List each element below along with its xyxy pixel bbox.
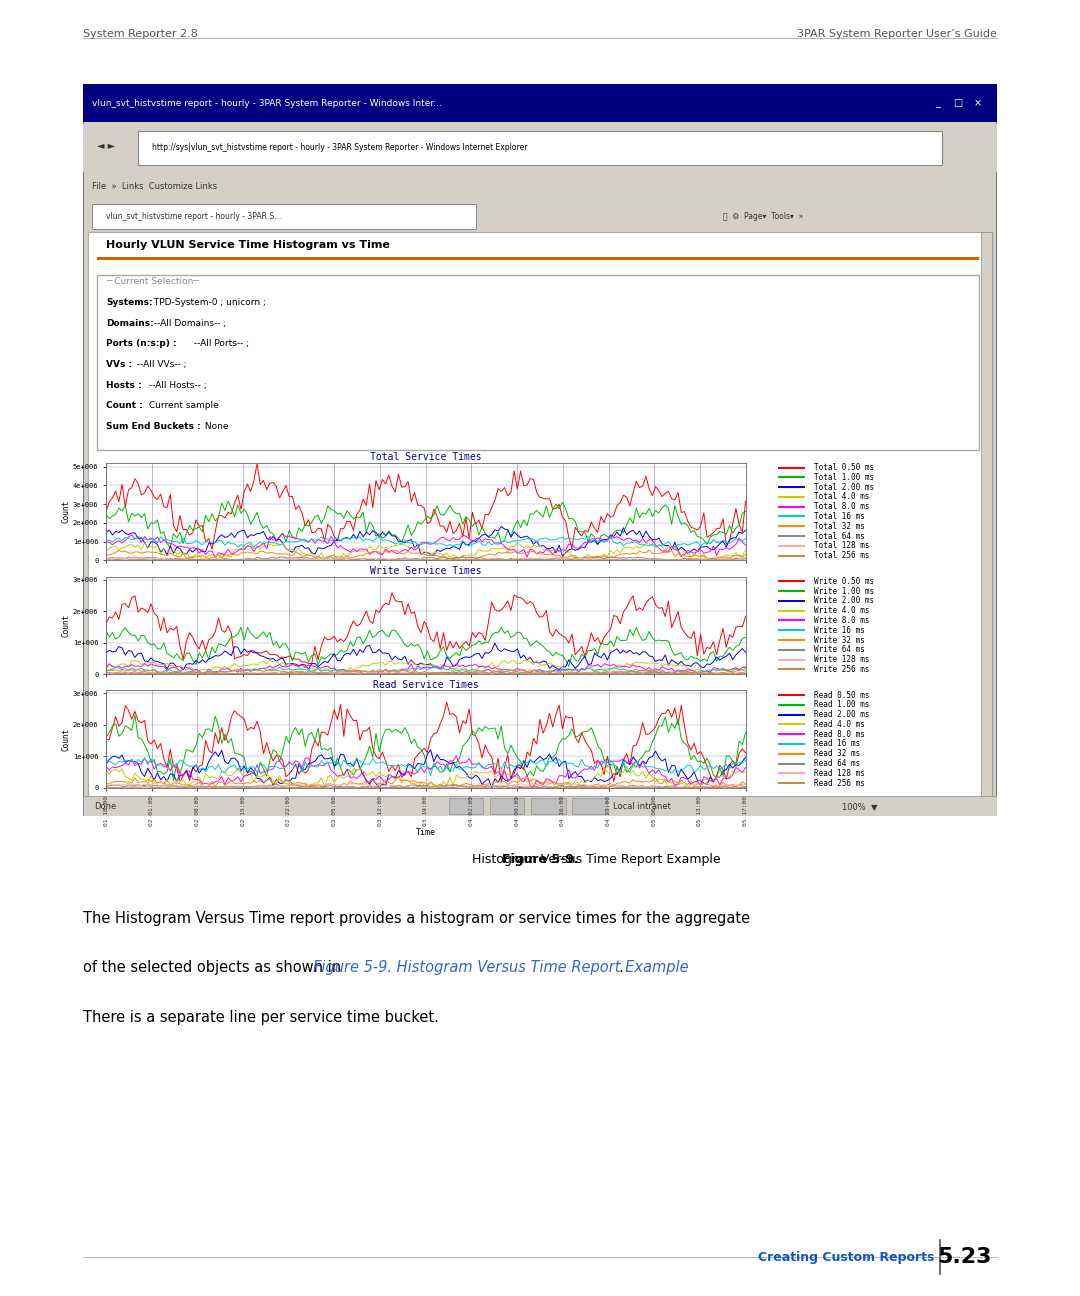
- Bar: [83, 796, 997, 816]
- Text: Creating Custom Reports: Creating Custom Reports: [758, 1251, 934, 1264]
- Bar: [572, 798, 607, 814]
- Y-axis label: Count: Count: [62, 500, 70, 524]
- Text: Write 256 ms: Write 256 ms: [814, 665, 869, 674]
- Text: vlun_svt_histvstime report - hourly - 3PAR S...: vlun_svt_histvstime report - hourly - 3P…: [106, 213, 281, 222]
- Text: Read 256 ms: Read 256 ms: [814, 779, 865, 788]
- Text: Total 1.00 ms: Total 1.00 ms: [814, 473, 874, 482]
- Text: 100%  ▼: 100% ▼: [841, 802, 877, 811]
- Text: Read 128 ms: Read 128 ms: [814, 769, 865, 778]
- Text: Domains:: Domains:: [106, 319, 153, 328]
- Text: ─ Current Selection─: ─ Current Selection─: [106, 277, 199, 286]
- Text: Total 256 ms: Total 256 ms: [814, 551, 869, 560]
- Text: Read 1.00 ms: Read 1.00 ms: [814, 700, 869, 709]
- Text: vlun_svt_histvstime report - hourly - 3PAR System Reporter - Windows Inter...: vlun_svt_histvstime report - hourly - 3P…: [92, 98, 442, 108]
- Text: Total 32 ms: Total 32 ms: [814, 522, 865, 531]
- Title: Read Service Times: Read Service Times: [373, 679, 478, 689]
- Text: None: None: [202, 422, 229, 432]
- Text: Histogram Versus Time Report Example: Histogram Versus Time Report Example: [463, 853, 720, 866]
- Text: .: .: [619, 960, 623, 976]
- Text: Read 0.50 ms: Read 0.50 ms: [814, 691, 869, 700]
- Y-axis label: Count: Count: [62, 727, 70, 750]
- Text: ⭐  ⚙  Page▾  Tools▾  »: ⭐ ⚙ Page▾ Tools▾ »: [723, 213, 804, 222]
- Text: Write 0.50 ms: Write 0.50 ms: [814, 577, 874, 586]
- Text: Write 8.0 ms: Write 8.0 ms: [814, 616, 869, 625]
- Text: Total 4.0 ms: Total 4.0 ms: [814, 492, 869, 502]
- Text: Write 1.00 ms: Write 1.00 ms: [814, 587, 874, 596]
- Bar: [83, 124, 997, 172]
- Text: Current sample: Current sample: [146, 402, 218, 411]
- Text: The Histogram Versus Time report provides a histogram or service times for the a: The Histogram Versus Time report provide…: [83, 911, 751, 927]
- Text: Sum End Buckets :: Sum End Buckets :: [106, 422, 201, 432]
- Bar: [87, 232, 993, 798]
- Text: 3PAR System Reporter User’s Guide: 3PAR System Reporter User’s Guide: [797, 29, 997, 39]
- Text: Count :: Count :: [106, 402, 143, 411]
- Text: --All Hosts-- ;: --All Hosts-- ;: [146, 381, 206, 390]
- Text: --All VVs-- ;: --All VVs-- ;: [134, 360, 187, 369]
- Y-axis label: Count: Count: [62, 614, 70, 636]
- Text: http://sys|vlun_svt_histvstime report - hourly - 3PAR System Reporter - Windows : http://sys|vlun_svt_histvstime report - …: [151, 144, 527, 153]
- Text: --All Ports-- ;: --All Ports-- ;: [191, 340, 249, 349]
- Bar: [83, 84, 997, 122]
- Text: ×: ×: [973, 98, 982, 109]
- Text: □: □: [953, 98, 962, 109]
- Text: There is a separate line per service time bucket.: There is a separate line per service tim…: [83, 1010, 440, 1025]
- Text: Ports (n:s:p) :: Ports (n:s:p) :: [106, 340, 177, 349]
- Text: Read 4.0 ms: Read 4.0 ms: [814, 721, 865, 728]
- Text: _: _: [935, 98, 940, 109]
- Text: Total 8.0 ms: Total 8.0 ms: [814, 503, 869, 511]
- Text: Write 2.00 ms: Write 2.00 ms: [814, 596, 874, 605]
- Bar: [138, 131, 942, 165]
- Bar: [97, 257, 978, 260]
- Text: Read 64 ms: Read 64 ms: [814, 759, 861, 769]
- Bar: [92, 205, 476, 229]
- Text: Total 128 ms: Total 128 ms: [814, 542, 869, 551]
- Text: Write 32 ms: Write 32 ms: [814, 635, 865, 644]
- Text: Systems:: Systems:: [106, 298, 152, 307]
- Bar: [531, 798, 566, 814]
- Bar: [489, 798, 525, 814]
- Text: Figure 5-9.: Figure 5-9.: [502, 853, 578, 866]
- Text: VVs :: VVs :: [106, 360, 132, 369]
- Title: Total Service Times: Total Service Times: [370, 452, 482, 461]
- Text: Hourly VLUN Service Time Histogram vs Time: Hourly VLUN Service Time Histogram vs Ti…: [106, 240, 390, 250]
- X-axis label: Time: Time: [416, 828, 436, 837]
- Text: Figure 5-9. Histogram Versus Time Report Example: Figure 5-9. Histogram Versus Time Report…: [312, 960, 688, 976]
- Bar: [448, 798, 484, 814]
- Text: System Reporter 2.8: System Reporter 2.8: [83, 29, 198, 39]
- Text: Read 8.0 ms: Read 8.0 ms: [814, 730, 865, 739]
- Text: Read 32 ms: Read 32 ms: [814, 749, 861, 758]
- Text: 5.23: 5.23: [937, 1247, 991, 1267]
- Bar: [982, 232, 993, 798]
- Text: Total 16 ms: Total 16 ms: [814, 512, 865, 521]
- Text: File  »  Links  Customize Links: File » Links Customize Links: [92, 183, 217, 192]
- Text: Write 128 ms: Write 128 ms: [814, 654, 869, 664]
- Text: Total 64 ms: Total 64 ms: [814, 531, 865, 540]
- Text: of the selected objects as shown in: of the selected objects as shown in: [83, 960, 346, 976]
- Bar: [97, 275, 978, 450]
- Title: Write Service Times: Write Service Times: [370, 566, 482, 575]
- Text: Local intranet: Local intranet: [613, 802, 671, 811]
- Text: Write 64 ms: Write 64 ms: [814, 645, 865, 654]
- Text: --All Domains-- ;: --All Domains-- ;: [151, 319, 227, 328]
- Text: TPD-System-0 ; unicorn ;: TPD-System-0 ; unicorn ;: [151, 298, 266, 307]
- Text: Read 2.00 ms: Read 2.00 ms: [814, 710, 869, 719]
- Text: Hosts :: Hosts :: [106, 381, 141, 390]
- Text: Write 4.0 ms: Write 4.0 ms: [814, 607, 869, 616]
- Text: Write 16 ms: Write 16 ms: [814, 626, 865, 635]
- Text: Done: Done: [94, 802, 117, 811]
- Text: Total 2.00 ms: Total 2.00 ms: [814, 482, 874, 491]
- Text: ◄ ►: ◄ ►: [97, 140, 114, 150]
- Text: Total 0.50 ms: Total 0.50 ms: [814, 463, 874, 472]
- Text: Read 16 ms: Read 16 ms: [814, 740, 861, 749]
